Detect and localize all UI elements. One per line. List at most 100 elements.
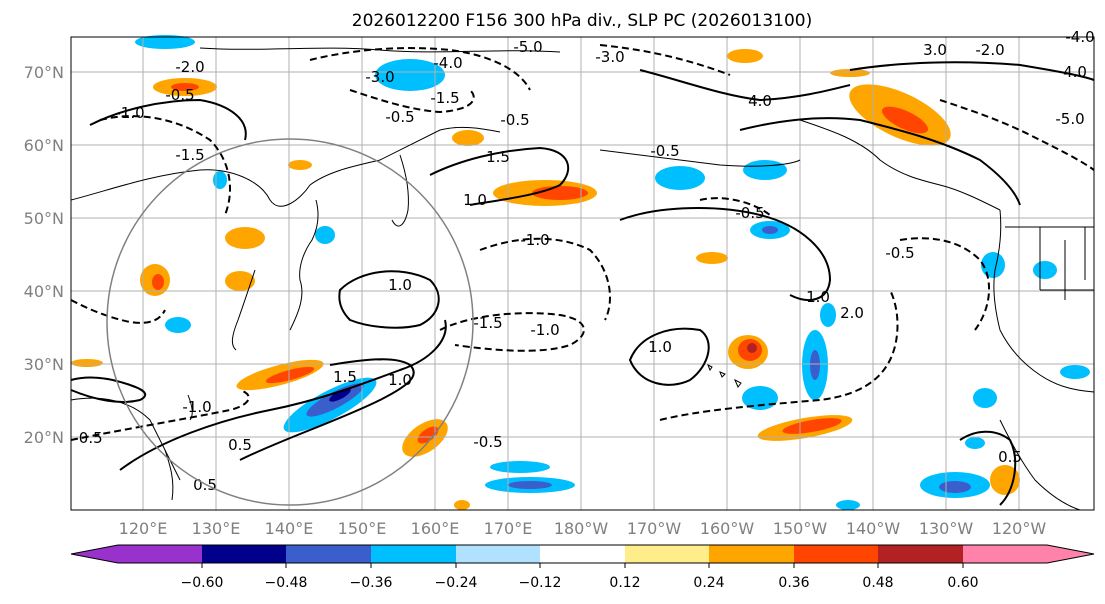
contour-label: -3.0	[595, 48, 624, 66]
slp-contours	[70, 61, 1095, 506]
contour-label: -0.5	[473, 433, 502, 451]
contour-label: -3.0	[365, 68, 394, 86]
colorbar-segment	[202, 545, 286, 563]
colorbar-segment	[286, 545, 371, 563]
div-shade-blob	[696, 252, 728, 264]
div-shade-blob	[655, 166, 705, 190]
contour-label-layer: -5.0 -4.0 -3.0 -3.0 -2.0 -1.5 -1.5 -1.0 …	[73, 28, 1094, 494]
lat-label: 70°N	[24, 63, 64, 82]
div-shade-blob	[990, 465, 1020, 495]
slp-contour-negative	[439, 312, 585, 352]
contour-label: 1.0	[806, 288, 830, 306]
div-shade-blob	[727, 49, 763, 63]
div-shade-blob	[820, 303, 836, 327]
slp-contour-negative	[70, 299, 166, 324]
div-shade-blob	[171, 83, 199, 91]
slp-contour-negative	[309, 47, 531, 91]
div-shade-blob	[830, 69, 870, 77]
colorbar-label: −0.48	[265, 575, 308, 591]
div-shade-blob	[225, 271, 255, 291]
div-shade-blob	[836, 500, 860, 510]
slp-contours-negative	[70, 44, 1095, 441]
slp-contour-positive	[70, 376, 147, 403]
lat-label: 20°N	[24, 428, 64, 447]
coastline-japan	[289, 199, 319, 331]
lat-label: 60°N	[24, 136, 64, 155]
div-shade-blob	[743, 160, 787, 180]
div-shade-blob	[939, 481, 971, 493]
slp-contour-negative	[699, 197, 771, 216]
contour-label: -0.5	[500, 111, 529, 129]
contour-label: 1.0	[388, 371, 412, 389]
colorbar-label: 0.60	[947, 575, 978, 591]
figure-title: 2026012200 F156 300 hPa div., SLP PC (20…	[352, 11, 812, 31]
div-shade-blob	[452, 130, 484, 146]
latitude-axis: 70°N 60°N 50°N 40°N 30°N 20°N	[24, 63, 64, 447]
slp-contour-positive	[628, 327, 710, 386]
slp-contour-negative	[939, 99, 1095, 171]
div-shade-blob	[152, 274, 164, 290]
slp-contour-positive	[429, 146, 570, 206]
colorbar-segment	[709, 545, 794, 563]
contour-label: 0.5	[228, 436, 252, 454]
div-shade-blob	[508, 481, 552, 489]
contour-label: 2.0	[840, 304, 864, 322]
div-shade-blob	[329, 388, 351, 402]
contour-label: -0.5	[385, 108, 414, 126]
coastline-alaska	[799, 119, 1001, 211]
contour-label: -5.0	[1055, 110, 1084, 128]
map-panel: -5.0 -4.0 -3.0 -3.0 -2.0 -1.5 -1.5 -1.0 …	[70, 28, 1095, 511]
div-shade-blob	[288, 160, 312, 170]
contour-label: 1.5	[486, 148, 510, 166]
contour-label: -0.5	[735, 204, 764, 222]
contour-label: -0.5	[885, 244, 914, 262]
div-shade-blob	[1060, 365, 1090, 379]
contour-label: -1.0	[115, 104, 144, 122]
div-shade-blob	[71, 359, 103, 367]
lon-label: 180°W	[554, 519, 609, 538]
lat-label: 40°N	[24, 282, 64, 301]
div-shade-blob	[213, 171, 227, 189]
colorbar-segment	[456, 545, 540, 563]
contour-label: -1.5	[175, 146, 204, 164]
slp-contour-positive	[849, 61, 1095, 81]
contour-label: 4.0	[748, 92, 772, 110]
colorbar-label: −0.24	[435, 575, 478, 591]
contour-label: 1.5	[333, 368, 357, 386]
colorbar-ticks	[201, 563, 964, 568]
contour-label: -2.0	[175, 58, 204, 76]
lat-label: 30°N	[24, 355, 64, 374]
colorbar-segment	[371, 545, 456, 563]
div-shade-blob	[973, 388, 997, 408]
colorbar-label: −0.36	[350, 575, 393, 591]
div-shade-blob	[315, 226, 335, 244]
coastline-kamchatka	[391, 154, 409, 227]
colorbar-label: −0.12	[519, 575, 562, 591]
longitude-axis: 120°E 130°E 140°E 150°E 160°E 170°E 180°…	[119, 519, 1047, 538]
coastline-namerica	[993, 209, 1095, 393]
div-shade-blob	[490, 461, 550, 473]
contour-label: 0.5	[998, 448, 1022, 466]
contour-label: 1.0	[648, 338, 672, 356]
colorbar-outline	[70, 544, 1095, 564]
contour-label: -1.0	[530, 321, 559, 339]
divergence-shading	[71, 35, 1090, 510]
lat-label: 50°N	[24, 209, 64, 228]
lon-label: 160°W	[700, 519, 755, 538]
contour-label: -2.0	[975, 41, 1004, 59]
colorbar-segment	[963, 545, 1094, 563]
colorbar-label: 0.48	[862, 575, 893, 591]
colorbar-segment	[794, 545, 878, 563]
colorbar-segment	[878, 545, 963, 563]
contour-label: 1.0	[463, 191, 487, 209]
slp-contour-negative	[349, 89, 475, 114]
lon-label: 130°W	[919, 519, 974, 538]
map-frame	[70, 36, 1095, 511]
contour-label: -1.5	[473, 314, 502, 332]
coastline-aleutians	[599, 149, 801, 167]
colorbar-label: −0.60	[181, 575, 224, 591]
contour-label: 4.0	[1063, 63, 1087, 81]
div-shade-blob	[782, 418, 842, 434]
div-shade-blob	[417, 426, 439, 444]
contour-label: -4.0	[433, 54, 462, 72]
